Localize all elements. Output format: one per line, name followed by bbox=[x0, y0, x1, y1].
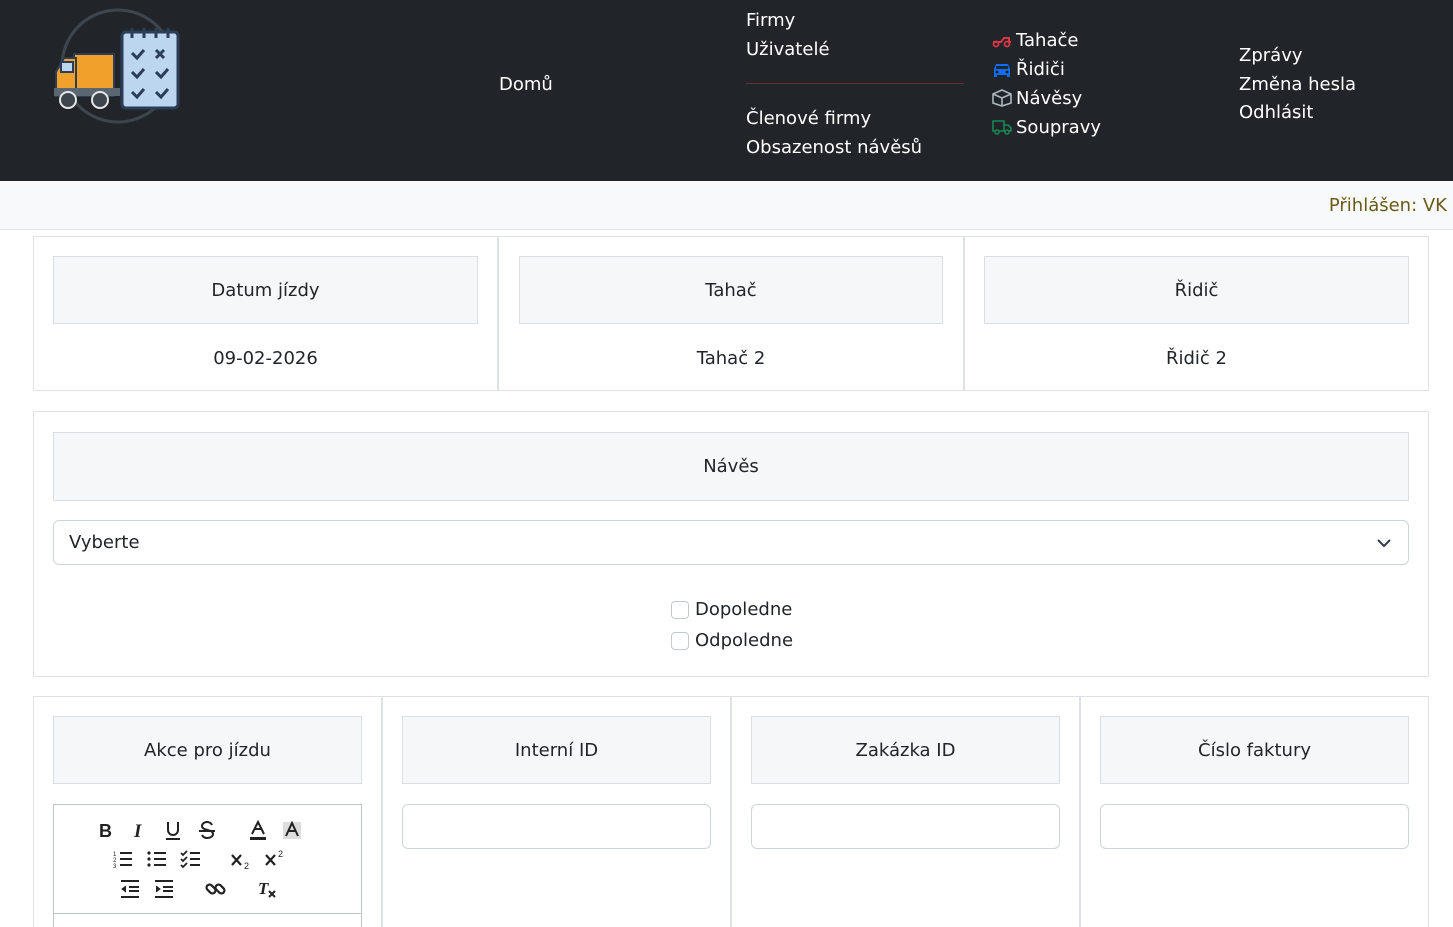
nav-divider bbox=[746, 83, 964, 84]
invoice-card: Číslo faktury bbox=[1080, 696, 1429, 927]
outdent-icon[interactable] bbox=[118, 878, 142, 900]
internal-id-label: Interní ID bbox=[402, 716, 711, 784]
trailer-label: Návěs bbox=[53, 432, 1409, 501]
order-id-input[interactable] bbox=[751, 804, 1060, 849]
check-list-icon[interactable] bbox=[179, 848, 203, 870]
nav-member-firms-link[interactable]: Členové firmy bbox=[746, 108, 872, 129]
svg-text:1: 1 bbox=[113, 852, 117, 858]
nav-drivers-link[interactable]: Řidiči bbox=[991, 59, 1065, 81]
superscript-icon[interactable]: 2 bbox=[263, 848, 287, 870]
ride-date-value: 09-02-2026 bbox=[213, 348, 318, 369]
invoice-input[interactable] bbox=[1100, 804, 1409, 849]
afternoon-label: Odpoledne bbox=[695, 630, 794, 651]
nav-trailers-link[interactable]: Návěsy bbox=[991, 88, 1082, 110]
svg-text:2: 2 bbox=[244, 861, 249, 870]
order-id-card: Zakázka ID bbox=[731, 696, 1080, 927]
ride-date-label: Datum jízdy bbox=[53, 256, 478, 324]
svg-text:2: 2 bbox=[113, 858, 117, 864]
italic-icon[interactable]: I bbox=[128, 819, 152, 841]
order-id-label: Zakázka ID bbox=[751, 716, 1060, 784]
trailer-select[interactable]: Vyberte bbox=[53, 520, 1409, 565]
internal-id-input[interactable] bbox=[402, 804, 711, 849]
status-bar: Přihlášen: VK bbox=[0, 181, 1453, 230]
tractor-label: Tahač bbox=[519, 256, 943, 324]
drivers-label: Řidiči bbox=[1016, 59, 1065, 80]
driver-card: Řidič Řidič 2 bbox=[964, 236, 1429, 391]
morning-checkbox-row[interactable]: Dopoledne bbox=[671, 599, 792, 620]
bold-icon[interactable]: B bbox=[94, 819, 118, 841]
trailer-select-value: Vyberte bbox=[69, 532, 140, 553]
link-icon[interactable] bbox=[204, 878, 228, 900]
svg-text:2: 2 bbox=[278, 849, 283, 859]
nav-change-password-link[interactable]: Změna hesla bbox=[1239, 74, 1356, 95]
invoice-label: Číslo faktury bbox=[1100, 716, 1409, 784]
ride-date-card: Datum jízdy 09-02-2026 bbox=[33, 236, 498, 391]
chevron-down-icon bbox=[1377, 539, 1391, 548]
morning-label: Dopoledne bbox=[695, 599, 793, 620]
nav-tractors-link[interactable]: Tahače bbox=[991, 30, 1078, 52]
text-color-icon[interactable] bbox=[246, 819, 270, 841]
logged-in-user: Přihlášen: VK bbox=[1328, 195, 1447, 216]
strikethrough-icon[interactable] bbox=[195, 819, 219, 841]
morning-checkbox[interactable] bbox=[671, 600, 689, 619]
trailers-label: Návěsy bbox=[1016, 88, 1083, 109]
svg-text:T: T bbox=[258, 879, 269, 898]
internal-id-card: Interní ID bbox=[382, 696, 731, 927]
driver-value: Řidič 2 bbox=[1165, 348, 1227, 369]
tractor-icon bbox=[992, 37, 1011, 48]
navbar: Domů Firmy Uživatelé Členové firmy Obsaz… bbox=[0, 0, 1453, 181]
truck-icon bbox=[992, 120, 1012, 135]
svg-text:3: 3 bbox=[113, 864, 117, 870]
driver-label: Řidič bbox=[984, 256, 1409, 324]
sets-label: Soupravy bbox=[1016, 117, 1102, 138]
bullet-list-icon[interactable] bbox=[145, 848, 169, 870]
box-icon bbox=[992, 89, 1012, 107]
nav-messages-link[interactable]: Zprávy bbox=[1239, 45, 1303, 66]
background-color-icon[interactable] bbox=[280, 819, 304, 841]
afternoon-checkbox-row[interactable]: Odpoledne bbox=[671, 630, 793, 651]
nav-sets-link[interactable]: Soupravy bbox=[991, 117, 1101, 139]
truck-checklist-logo[interactable] bbox=[52, 8, 182, 126]
nav-users-link[interactable]: Uživatelé bbox=[746, 39, 830, 60]
car-icon bbox=[994, 64, 1010, 77]
nav-trailer-occupancy-link[interactable]: Obsazenost návěsů bbox=[746, 137, 923, 158]
nav-home-link[interactable]: Domů bbox=[499, 74, 553, 95]
tractor-card: Tahač Tahač 2 bbox=[498, 236, 964, 391]
actions-label: Akce pro jízdu bbox=[53, 716, 362, 784]
trailer-card: Návěs Vyberte Dopoledne Odpoledne bbox=[33, 411, 1429, 677]
svg-text:I: I bbox=[133, 821, 142, 841]
nav-firms-link[interactable]: Firmy bbox=[746, 10, 796, 31]
indent-icon[interactable] bbox=[152, 878, 176, 900]
nav-logout-link[interactable]: Odhlásit bbox=[1239, 102, 1314, 123]
afternoon-checkbox[interactable] bbox=[671, 631, 689, 650]
tractors-label: Tahače bbox=[1016, 30, 1079, 51]
clear-format-icon[interactable]: T bbox=[255, 878, 279, 900]
subscript-icon[interactable]: 2 bbox=[229, 848, 253, 870]
underline-icon[interactable] bbox=[161, 819, 185, 841]
ordered-list-icon[interactable]: 123 bbox=[111, 848, 135, 870]
tractor-value: Tahač 2 bbox=[696, 348, 766, 369]
svg-text:B: B bbox=[99, 821, 112, 841]
